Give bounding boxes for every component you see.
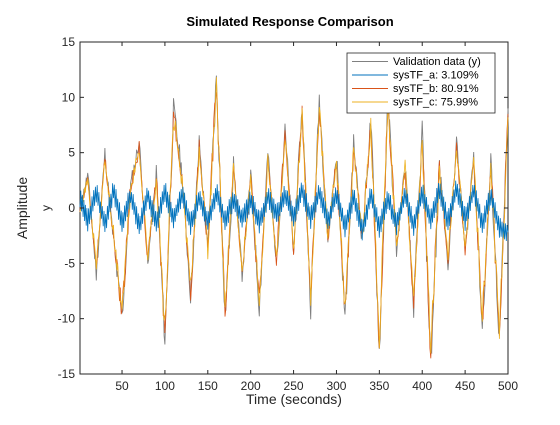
series-line-1	[79, 180, 509, 242]
y-tick-label: 5	[68, 146, 75, 160]
y-axis-title: Amplitude	[14, 177, 30, 239]
x-axis-title: Time (seconds)	[246, 391, 342, 407]
x-tick-label: 200	[241, 379, 261, 393]
series-line-3	[79, 77, 509, 354]
x-tick-label: 450	[455, 379, 475, 393]
legend-entry-3[interactable]: sysTF_c: 75.99%	[393, 97, 478, 109]
y-tick-label: -5	[64, 256, 75, 270]
chart-title: Simulated Response Comparison	[186, 14, 393, 29]
y-tick-label: 0	[68, 201, 75, 215]
x-tick-label: 250	[284, 379, 304, 393]
y-tick-label: 15	[62, 35, 76, 49]
x-tick-label: 50	[115, 379, 129, 393]
legend[interactable]: Validation data (y)sysTF_a: 3.109%sysTF_…	[346, 52, 496, 114]
x-tick-label: 500	[498, 379, 518, 393]
x-tick-label: 300	[326, 379, 346, 393]
series-layer	[79, 75, 509, 359]
legend-entry-2[interactable]: sysTF_b: 80.91%	[393, 83, 479, 95]
output-channel-label: y	[39, 205, 53, 211]
legend-entry-1[interactable]: sysTF_a: 3.109%	[393, 70, 479, 82]
y-tick-label: -15	[58, 367, 76, 381]
x-tick-label: 150	[198, 379, 218, 393]
legend-box	[346, 52, 496, 114]
legend-entry-0[interactable]: Validation data (y)	[393, 56, 481, 68]
ticks-layer: 50 100 150 200 250 300 350 400 450 500 -15 -10 -5 0 5 1…	[58, 35, 519, 393]
x-tick-label: 400	[412, 379, 432, 393]
y-tick-label: -10	[58, 312, 76, 326]
y-tick-label: 10	[62, 90, 76, 104]
x-tick-label: 350	[369, 379, 389, 393]
x-tick-label: 100	[155, 379, 175, 393]
